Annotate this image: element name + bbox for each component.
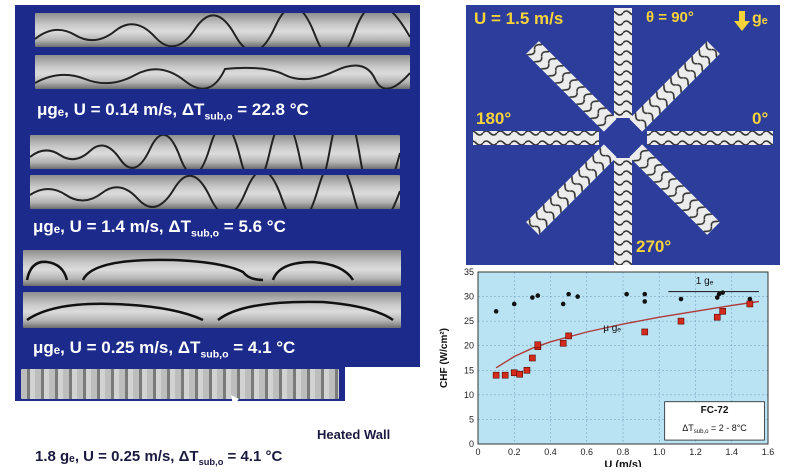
- flow-panel-2: μgₑ, U = 1.4 m/s, ΔTsub,o = 5.6 °C: [15, 127, 420, 242]
- caption-row4: 1.8 gₑ, U = 0.25 m/s, ΔTsub,o = 4.1 °C: [35, 448, 283, 467]
- caption-row3: μgₑ, U = 0.25 m/s, ΔTsub,o = 4.1 °C: [33, 338, 296, 361]
- annotation-ug: μ gₑ: [603, 323, 621, 334]
- data-point-1g: [678, 296, 684, 302]
- data-point-ug: [492, 371, 500, 379]
- y-tick-label: 10: [464, 390, 474, 400]
- angle-180-label: 180°: [476, 109, 512, 128]
- orientation-star: [473, 8, 773, 268]
- y-tick-label: 0: [469, 439, 474, 449]
- legend-dt: ΔTsub,o = 2 - 8°C: [682, 423, 747, 435]
- flow-image-4: [21, 369, 339, 399]
- vapor-wave-2b: [30, 175, 400, 209]
- heater-strip-225: [526, 144, 617, 235]
- y-tick-label: 30: [464, 292, 474, 302]
- data-point-1g: [560, 301, 566, 307]
- legend-fluid: FC-72: [701, 405, 729, 416]
- flow-image-3b: [23, 292, 401, 328]
- flow-panel-3: μgₑ, U = 0.25 m/s, ΔTsub,o = 4.1 °C: [15, 242, 420, 367]
- heater-strip-90: [614, 8, 632, 118]
- data-point-1g: [575, 294, 580, 299]
- flow-image-1a: [35, 13, 410, 47]
- data-point-1g: [511, 301, 517, 307]
- plot-frame: [477, 271, 769, 445]
- vapor-wave-1b: [35, 64, 410, 89]
- data-point-1g: [530, 295, 535, 300]
- y-tick-label: 35: [464, 268, 474, 277]
- x-tick-label: 1.2: [689, 447, 702, 457]
- y-tick-label: 15: [464, 365, 474, 375]
- vapor-wave-1a: [35, 13, 410, 47]
- y-tick-label: 20: [464, 341, 474, 351]
- data-point-ug: [523, 366, 531, 374]
- flow-image-2a: [30, 135, 400, 169]
- caption-row1: μgₑ, U = 0.14 m/s, ΔTsub,o = 22.8 °C: [37, 100, 309, 123]
- data-point-ug: [746, 300, 754, 308]
- data-point-ug: [641, 328, 649, 336]
- data-point-1g: [535, 293, 541, 298]
- heated-wall-label: Heated Wall: [317, 427, 391, 442]
- data-point-1g: [714, 295, 720, 300]
- legend-box: [664, 401, 765, 441]
- x-tick-label: 1.4: [725, 447, 738, 457]
- flow-panel-1: μgₑ, U = 0.14 m/s, ΔTsub,o = 22.8 °C: [15, 5, 420, 127]
- vapor-wave-2a: [30, 135, 400, 169]
- data-point-ug: [516, 370, 523, 378]
- data-point-1g: [642, 299, 648, 304]
- x-tick-label: 1.6: [762, 447, 775, 457]
- data-point-ug: [529, 354, 536, 362]
- data-point-ug: [501, 371, 509, 379]
- data-point-ug: [510, 369, 518, 377]
- angle-0-label: 0°: [752, 109, 769, 128]
- heater-strip-315: [629, 144, 720, 235]
- flow-image-3a: [23, 250, 401, 286]
- heater-strip-0: [647, 131, 773, 145]
- flow-image-1b: [35, 55, 410, 89]
- y-axis-label: CHF (W/cm²): [439, 328, 450, 388]
- y-tick-label: 5: [469, 414, 474, 424]
- heater-strip-270: [614, 158, 632, 268]
- x-tick-label: 0: [475, 447, 480, 457]
- vapor-slug-3b: [26, 300, 394, 322]
- flow-image-2b: [30, 175, 400, 209]
- data-point-ug: [719, 308, 726, 315]
- gravity-arrow-icon: [734, 11, 750, 31]
- heater-strip-45: [629, 41, 720, 132]
- x-tick-label: 0.2: [508, 447, 521, 457]
- data-point-1g: [566, 291, 571, 297]
- annotation-1g: 1 gₑ: [696, 276, 714, 287]
- data-point-1g: [624, 291, 629, 297]
- chf-chart-panel: 0 0.2 0.4 0.6 0.8 1.0 1.2 1.4 1.6 0 5 10 15 20 25 30 35 1…: [433, 267, 780, 471]
- data-point-ug: [559, 339, 567, 347]
- x-tick-label: 0.4: [544, 447, 557, 457]
- data-point-1g: [716, 291, 722, 297]
- data-point-1g: [493, 309, 499, 314]
- data-point-ug: [534, 341, 542, 349]
- orientation-panel: U = 1.5 m/s θ = 90° gₑ 180° 0° 270°: [466, 5, 780, 268]
- x-tick-label: 1.0: [653, 447, 666, 457]
- caption-row2: μgₑ, U = 1.4 m/s, ΔTsub,o = 5.6 °C: [33, 217, 286, 240]
- flow-panel-4: [15, 367, 345, 401]
- heater-strip-135: [526, 41, 617, 132]
- data-point-1g: [720, 290, 725, 295]
- velocity-label: U = 1.5 m/s: [474, 9, 564, 28]
- x-tick-label: 0.6: [580, 447, 593, 457]
- theta-label: θ = 90°: [646, 9, 694, 26]
- x-axis-label: U (m/s): [604, 459, 642, 467]
- data-point-1g: [642, 291, 648, 297]
- data-point-ug: [713, 313, 721, 321]
- data-point-ug: [677, 317, 685, 325]
- vapor-slug-3a: [25, 258, 355, 282]
- y-tick-label: 25: [464, 316, 474, 326]
- heater-strip-180: [473, 131, 599, 145]
- chf-chart: 0 0.2 0.4 0.6 0.8 1.0 1.2 1.4 1.6 0 5 10 15 20 25 30 35 1…: [439, 267, 775, 471]
- trend-line: [495, 300, 759, 369]
- heated-wall-arrow: [231, 395, 321, 426]
- angle-270-label: 270°: [636, 237, 672, 256]
- data-point-1g: [747, 296, 753, 302]
- x-tick-label: 0.8: [617, 447, 630, 457]
- data-point-ug: [565, 332, 572, 340]
- gravity-label: gₑ: [752, 10, 768, 27]
